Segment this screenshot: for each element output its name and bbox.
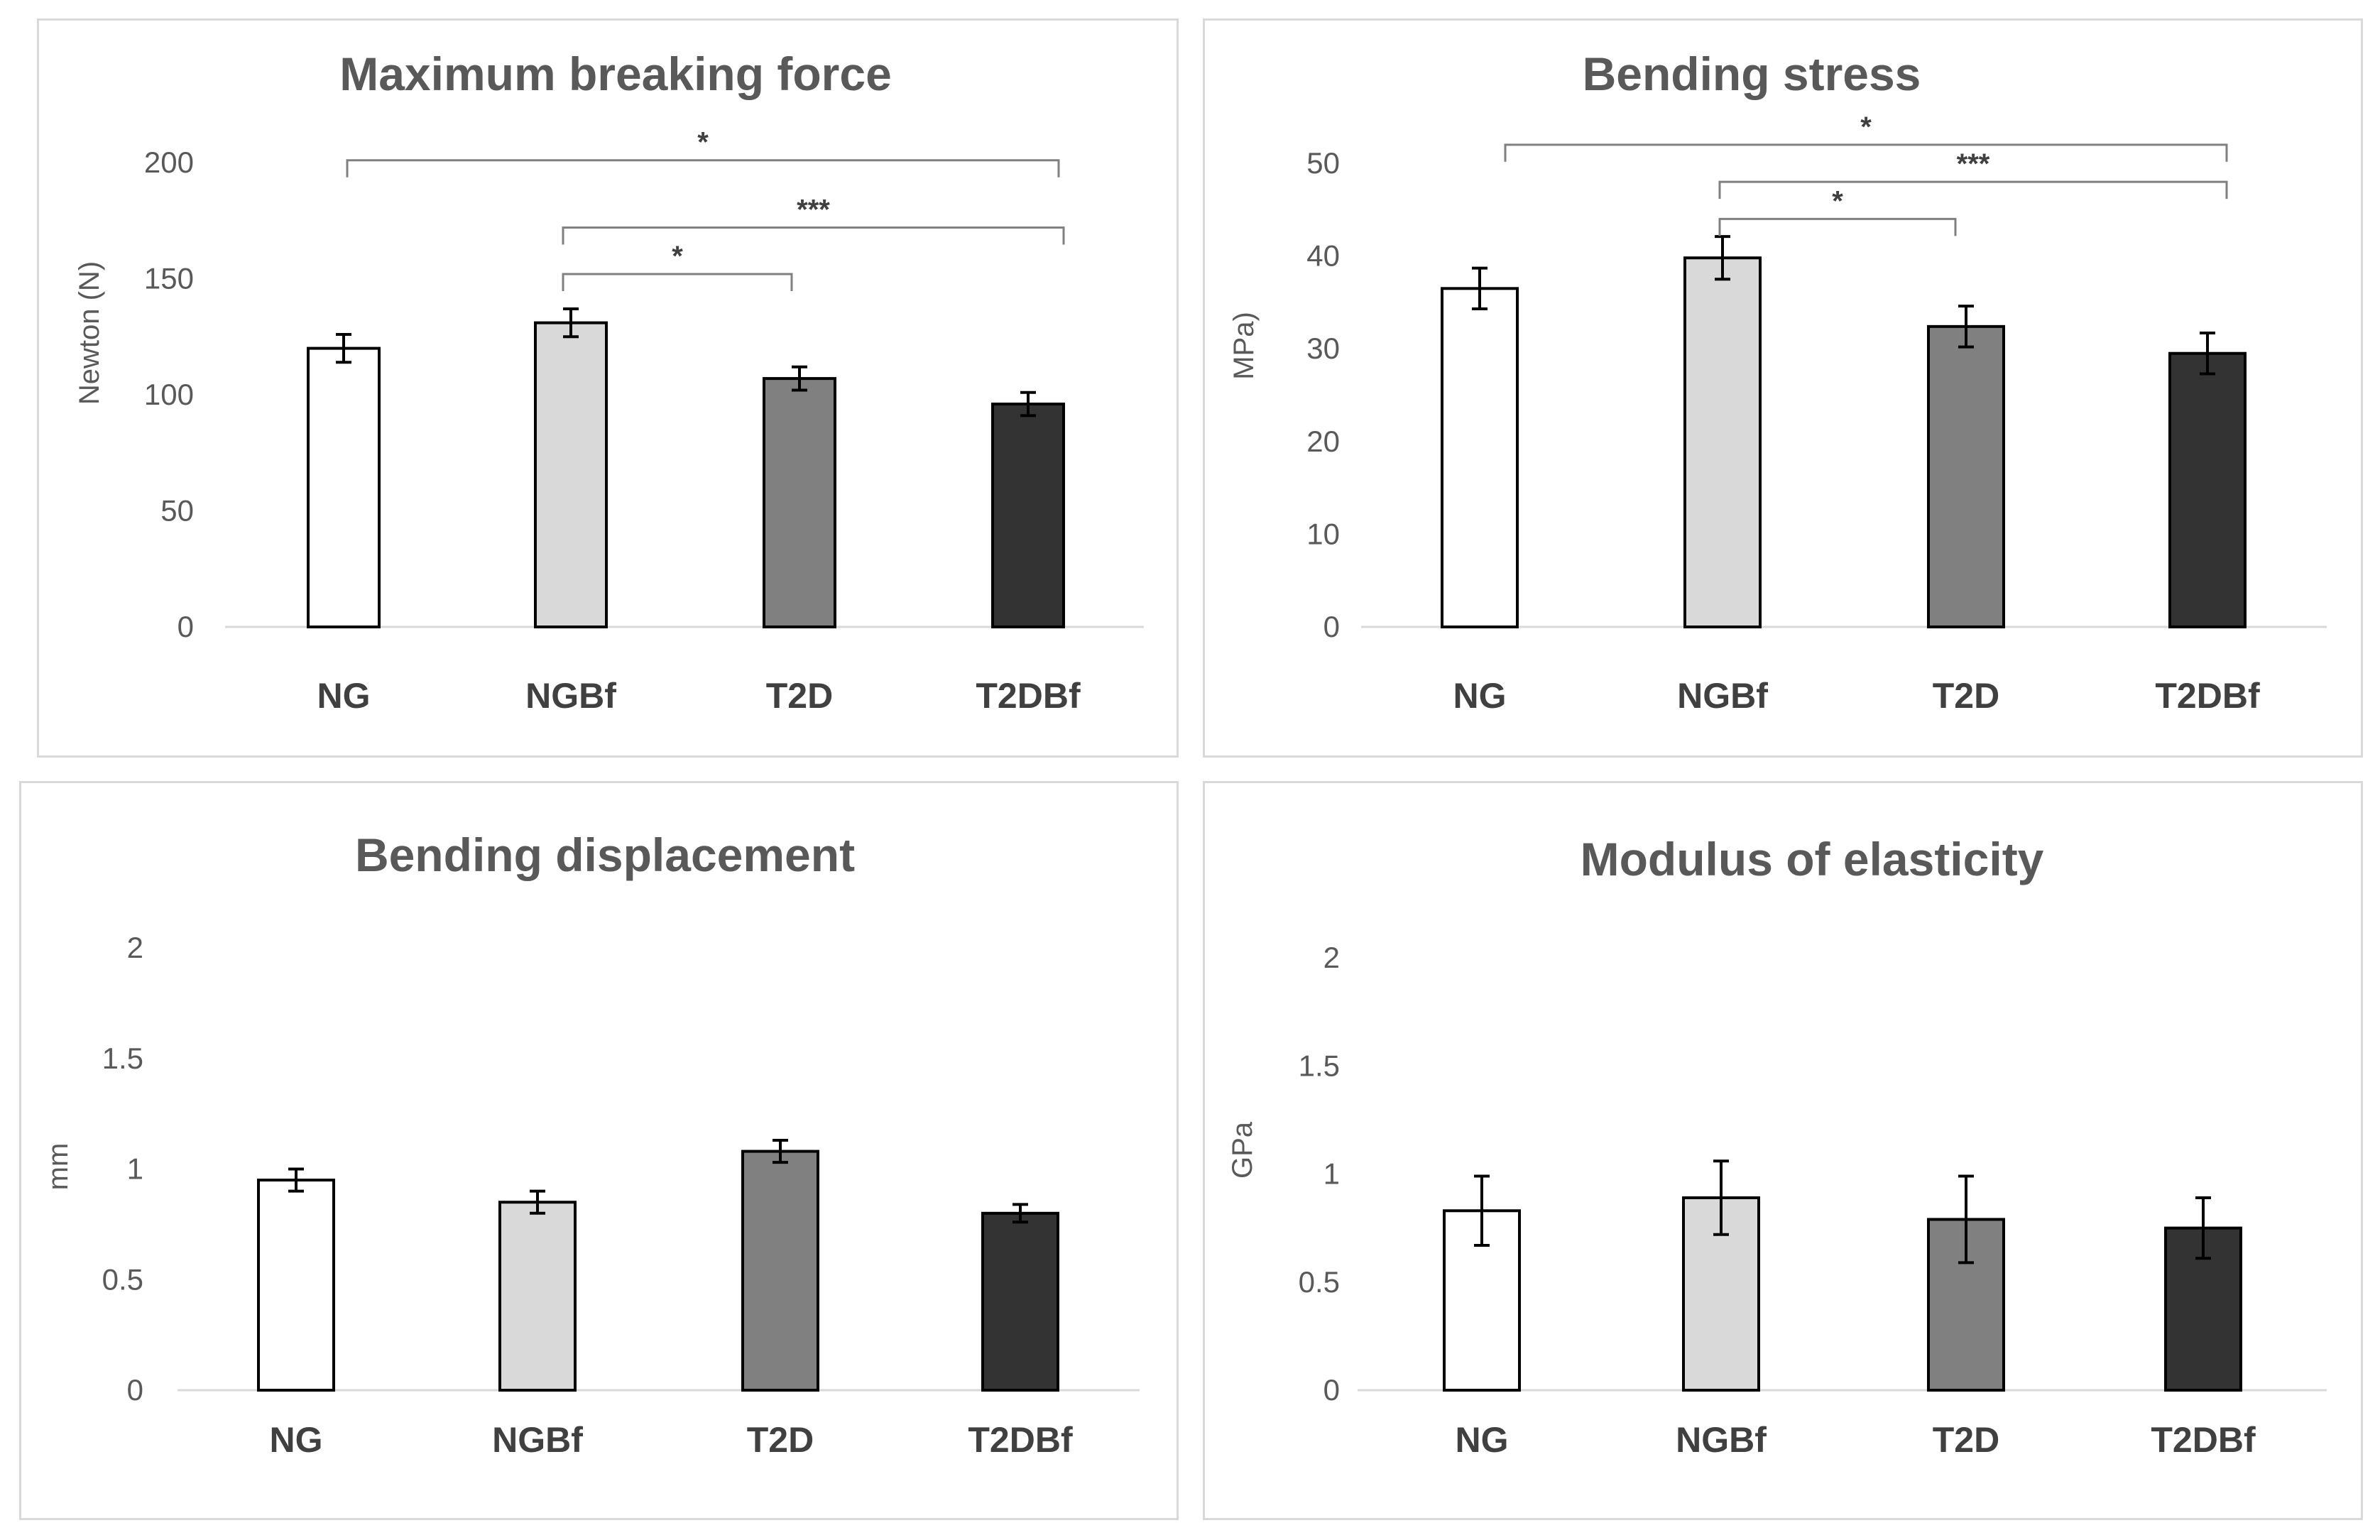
x-category-label: T2D — [1933, 1420, 1999, 1460]
significance-label: * — [1860, 111, 1872, 143]
bar-ng — [1441, 287, 1519, 628]
significance-label: * — [1832, 185, 1843, 217]
y-tick-label: 1.5 — [1299, 1049, 1340, 1082]
y-tick-label: 1 — [1323, 1157, 1340, 1191]
y-tick-label: 0.5 — [102, 1262, 143, 1296]
bar-t2dbf — [981, 1211, 1059, 1392]
y-axis-label: MPa) — [1228, 312, 1260, 380]
y-tick-label: 0 — [1323, 1373, 1340, 1407]
chart-panel-bending-stress: Bending stress MPa) 0 10 20 30 40 50 NG NGBf T2D T2… — [1203, 18, 2363, 758]
y-axis-label: mm — [43, 1143, 74, 1191]
significance-bracket — [562, 273, 793, 291]
chart-title: Bending displacement — [355, 829, 855, 881]
bar-ng — [257, 1179, 335, 1392]
chart-maximum-breaking-force: Maximum breaking force Newton (N) 0 50 100 15… — [74, 48, 1144, 716]
y-tick-label: 100 — [144, 378, 194, 411]
x-category-label: NGBf — [525, 676, 616, 716]
significance-bracket — [1504, 143, 2228, 162]
bar-ngbf — [1683, 256, 1762, 629]
bar-ngbf — [498, 1201, 577, 1392]
y-tick-label: 40 — [1306, 239, 1340, 273]
chart-bending-displacement: Bending displacement mm 0 0.5 1 1.5 2 NG NGBf T2D… — [43, 829, 1140, 1460]
y-tick-label: 50 — [1306, 146, 1340, 180]
chart-panel-modulus-of-elasticity: Modulus of elasticity GPa 0 0.5 1 1.5 2 NG NGBf T… — [1203, 781, 2363, 1520]
bar-t2d — [741, 1149, 819, 1392]
significance-label: * — [697, 127, 709, 158]
significance-bracket — [1718, 180, 2228, 200]
bar-t2dbf — [2168, 351, 2247, 628]
significance-label: * — [672, 241, 683, 272]
x-category-label: T2D — [1933, 676, 1999, 716]
x-category-label: NG — [1456, 1420, 1509, 1460]
bar-t2d — [763, 377, 836, 628]
significance-bracket — [562, 226, 1065, 245]
x-category-label: NG — [317, 676, 371, 716]
x-category-label: T2D — [747, 1420, 814, 1460]
bar-t2d — [1927, 324, 2005, 628]
y-tick-label: 2 — [1323, 941, 1340, 974]
y-tick-label: 0 — [127, 1373, 143, 1407]
y-tick-label: 0 — [178, 610, 194, 643]
chart-title: Maximum breaking force — [339, 48, 892, 100]
y-tick-label: 30 — [1306, 332, 1340, 365]
x-category-label: NGBf — [1676, 1420, 1767, 1460]
y-tick-label: 150 — [144, 262, 194, 295]
chart-bending-stress: Bending stress MPa) 0 10 20 30 40 50 NG NGBf T2D T2… — [1228, 48, 2327, 716]
y-tick-label: 1.5 — [102, 1042, 143, 1075]
chart-title: Modulus of elasticity — [1581, 833, 2044, 885]
x-category-label: NGBf — [1677, 676, 1768, 716]
x-category-label: NGBf — [492, 1420, 583, 1460]
chart-panel-maximum-breaking-force: Maximum breaking force Newton (N) 0 50 100 15… — [37, 18, 1179, 758]
bar-ngbf — [534, 321, 608, 628]
x-category-label: T2DBf — [968, 1420, 1073, 1460]
chart-panel-bending-displacement: Bending displacement mm 0 0.5 1 1.5 2 NG NGBf T2D… — [19, 781, 1179, 1520]
y-tick-label: 0.5 — [1299, 1265, 1340, 1299]
x-category-label: T2DBf — [2151, 1420, 2256, 1460]
x-category-label: T2DBf — [976, 676, 1081, 716]
chart-title: Bending stress — [1583, 48, 1921, 100]
x-category-label: T2D — [766, 676, 833, 716]
chart-modulus-of-elasticity: Modulus of elasticity GPa 0 0.5 1 1.5 2 NG NGBf T… — [1227, 833, 2327, 1460]
y-tick-label: 200 — [144, 146, 194, 179]
y-tick-label: 1 — [127, 1152, 143, 1186]
x-category-label: T2DBf — [2155, 676, 2260, 716]
y-axis-label: GPa — [1227, 1121, 1258, 1179]
y-tick-label: 2 — [127, 931, 143, 964]
x-category-label: NG — [1453, 676, 1507, 716]
y-tick-label: 20 — [1306, 425, 1340, 458]
y-tick-label: 0 — [1323, 610, 1340, 643]
y-tick-label: 10 — [1306, 517, 1340, 550]
y-axis-label: Newton (N) — [74, 261, 105, 405]
significance-label: *** — [797, 195, 830, 226]
x-category-label: NG — [270, 1420, 323, 1460]
bar-ng — [307, 346, 381, 628]
bar-t2dbf — [991, 403, 1065, 629]
significance-label: *** — [1957, 148, 1990, 180]
y-tick-label: 50 — [160, 494, 194, 528]
significance-bracket — [1718, 217, 1957, 236]
significance-bracket — [346, 159, 1060, 178]
